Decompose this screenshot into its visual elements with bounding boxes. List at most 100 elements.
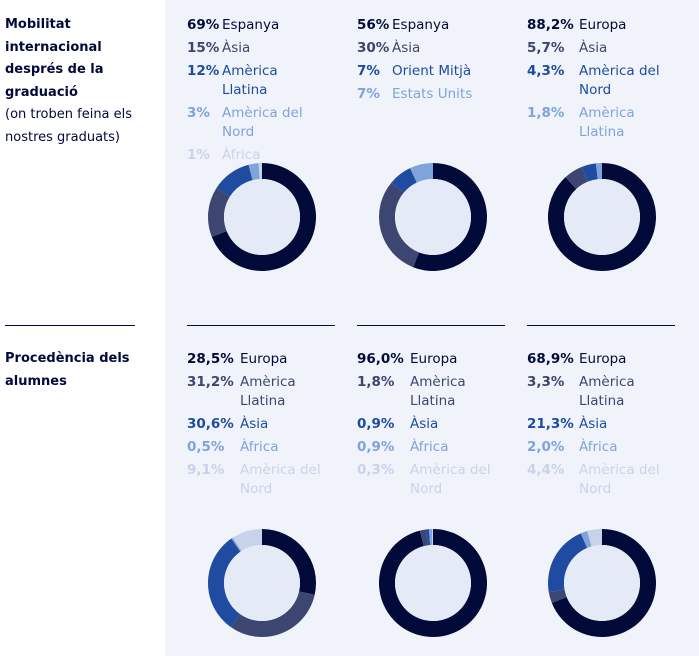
legend-label: Amèrica del Nord xyxy=(579,63,660,98)
legend-label: Europa xyxy=(240,351,288,367)
donut-chart xyxy=(379,163,487,271)
legend-label: Amèrica del Nord xyxy=(579,462,660,497)
divider xyxy=(527,325,675,326)
legend-pct: 7% xyxy=(357,86,380,102)
donut-chart xyxy=(548,529,656,637)
donut-chart xyxy=(379,529,487,637)
legend-pct: 68,9% xyxy=(527,351,574,367)
donut-hole xyxy=(564,179,640,255)
donut-slice xyxy=(208,188,230,237)
legend-pct: 56% xyxy=(357,17,390,33)
legend-item: 4,4% Amèrica del Nord xyxy=(527,459,677,501)
donut-chart xyxy=(208,529,316,637)
legend-pct: 88,2% xyxy=(527,17,574,33)
legend-item: 7% Orient Mitjà xyxy=(357,60,507,83)
legend-item: 3% Amèrica del Nord xyxy=(187,102,337,144)
legend-label: Espanya xyxy=(392,17,450,33)
donut-slice xyxy=(431,529,433,546)
donut-chart xyxy=(208,163,316,271)
donut-hole xyxy=(224,545,300,621)
legend-label: Amèrica del Nord xyxy=(410,462,491,497)
donut-slice xyxy=(548,163,656,271)
legend-label: Amèrica Llatina xyxy=(579,374,635,409)
legend-pct: 3,3% xyxy=(527,374,565,390)
legend-pct: 21,3% xyxy=(527,416,574,432)
row-subtitle: (on troben feina els nostres graduats) xyxy=(5,107,133,145)
legend-item: 30% Àsia xyxy=(357,37,507,60)
row-title: Mobilitat internacional després de la gr… xyxy=(5,17,104,100)
legend-label: Àfrica xyxy=(240,439,279,455)
donut-slice xyxy=(581,163,598,182)
chart-legend: 88,2% Europa 5,7% Àsia 4,3% Amèrica del Nord 1… xyxy=(527,14,677,144)
legend-label: Àfrica xyxy=(222,147,261,163)
legend-label: Amèrica Llatina xyxy=(410,374,466,409)
chart-legend: 56% Espanya 30% Àsia 7% Orient Mitjà 7% Estats … xyxy=(357,14,507,106)
legend-item: 1,8% Amèrica Llatina xyxy=(527,102,677,144)
divider xyxy=(187,325,335,326)
donut-slice xyxy=(262,529,316,595)
legend-pct: 1% xyxy=(187,147,210,163)
legend-label: Amèrica del Nord xyxy=(240,462,321,497)
legend-pct: 0,3% xyxy=(357,462,395,478)
donut-chart xyxy=(548,163,656,271)
legend-label: Europa xyxy=(410,351,458,367)
donut-slice xyxy=(230,591,315,637)
legend-label: Àfrica xyxy=(579,439,618,455)
legend-pct: 4,3% xyxy=(527,63,565,79)
legend-label: Àsia xyxy=(579,416,608,432)
legend-item: 1% Àfrica xyxy=(187,144,337,167)
legend-pct: 12% xyxy=(187,63,220,79)
donut-slice xyxy=(548,533,588,593)
legend-item: 68,9% Europa xyxy=(527,348,677,371)
legend-item: 30,6% Àsia xyxy=(187,413,337,436)
donut-slice xyxy=(548,589,567,603)
legend-item: 88,2% Europa xyxy=(527,14,677,37)
legend-item: 2,0% Àfrica xyxy=(527,436,677,459)
legend-item: 0,5% Àfrica xyxy=(187,436,337,459)
legend-pct: 4,4% xyxy=(527,462,565,478)
divider xyxy=(5,325,135,326)
legend-pct: 5,7% xyxy=(527,40,565,56)
donut-hole xyxy=(564,545,640,621)
legend-label: Amèrica Llatina xyxy=(579,105,635,140)
legend-pct: 30,6% xyxy=(187,416,234,432)
legend-item: 4,3% Amèrica del Nord xyxy=(527,60,677,102)
donut-slice xyxy=(595,163,602,180)
legend-pct: 7% xyxy=(357,63,380,79)
chart-legend: 28,5% Europa 31,2% Amèrica Llatina 30,6% Àsia… xyxy=(187,348,337,501)
legend-pct: 15% xyxy=(187,40,220,56)
legend-item: 21,3% Àsia xyxy=(527,413,677,436)
row-label-origin: Procedència dels alumnes xyxy=(5,348,135,393)
legend-item: 31,2% Amèrica Llatina xyxy=(187,371,337,413)
legend-pct: 0,5% xyxy=(187,439,225,455)
legend-item: 7% Estats Units xyxy=(357,83,507,106)
legend-pct: 2,0% xyxy=(527,439,565,455)
legend-label: Europa xyxy=(579,351,627,367)
legend-label: Àsia xyxy=(392,40,421,56)
donut-slice xyxy=(211,163,316,271)
donut-slice xyxy=(379,182,420,268)
donut-slice xyxy=(413,163,487,271)
donut-slice xyxy=(208,538,241,628)
legend-item: 28,5% Europa xyxy=(187,348,337,371)
legend-pct: 69% xyxy=(187,17,220,33)
donut-slice xyxy=(565,166,588,189)
legend-pct: 0,9% xyxy=(357,416,395,432)
legend-item: 0,9% Àsia xyxy=(357,413,507,436)
donut-slice xyxy=(231,537,242,552)
legend-pct: 0,9% xyxy=(357,439,395,455)
donut-slice xyxy=(248,163,260,181)
legend-pct: 1,8% xyxy=(527,105,565,121)
legend-item: 3,3% Amèrica Llatina xyxy=(527,371,677,413)
row-label-mobility: Mobilitat internacional després de la gr… xyxy=(5,14,135,149)
legend-pct: 28,5% xyxy=(187,351,234,367)
legend-label: Estats Units xyxy=(392,86,473,102)
legend-label: Àsia xyxy=(410,416,439,432)
legend-pct: 31,2% xyxy=(187,374,234,390)
legend-label: Amèrica Llatina xyxy=(240,374,296,409)
legend-label: Orient Mitjà xyxy=(392,63,472,79)
donut-slice xyxy=(428,529,433,546)
legend-item: 0,9% Àfrica xyxy=(357,436,507,459)
donut-slice xyxy=(580,531,592,549)
legend-label: Àsia xyxy=(222,40,251,56)
